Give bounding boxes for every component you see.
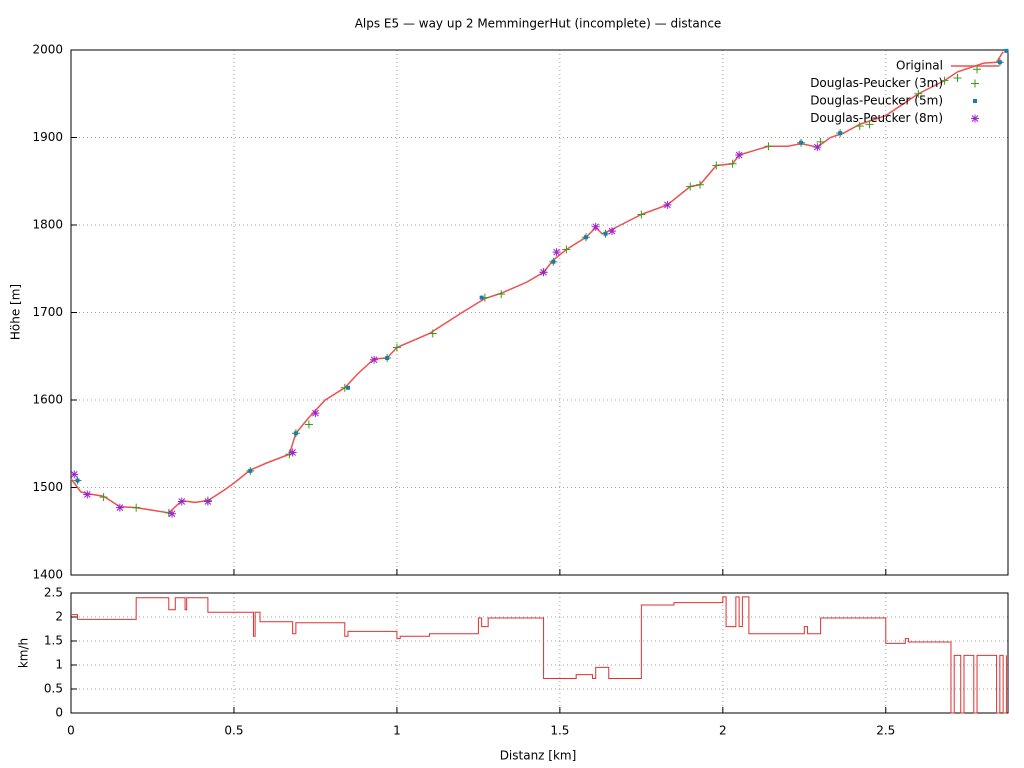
x-tick-label: 0 [67, 724, 75, 738]
marker [583, 235, 588, 240]
marker [562, 245, 571, 254]
marker [735, 151, 744, 159]
marker [392, 343, 401, 352]
marker [865, 120, 874, 129]
marker [203, 497, 212, 506]
marker [997, 60, 1002, 65]
marker [728, 159, 737, 168]
x-tick-label: 1 [393, 724, 401, 738]
x-axis-label: Distanz [km] [500, 749, 577, 763]
marker [603, 231, 608, 236]
marker [177, 497, 186, 506]
marker [973, 65, 982, 74]
marker [311, 409, 320, 418]
marker [696, 180, 705, 189]
marker [539, 268, 548, 277]
legend-label: Original [896, 59, 943, 73]
marker [813, 143, 822, 152]
marker [99, 493, 108, 502]
marker [1004, 48, 1009, 53]
marker [712, 161, 721, 170]
legend-swatch [971, 114, 979, 123]
marker [115, 503, 124, 512]
chart-title: Alps E5 — way up 2 MemmingerHut (incompl… [355, 17, 722, 31]
x-tick-label: 1.5 [550, 724, 569, 738]
marker [248, 468, 253, 473]
marker [479, 295, 484, 300]
marker [75, 478, 80, 483]
marker [838, 131, 843, 136]
marker [304, 420, 313, 429]
speed-line [71, 596, 1007, 714]
marker [914, 89, 923, 98]
y-tick-label: 0 [55, 706, 63, 720]
marker [285, 450, 294, 459]
marker [855, 122, 864, 131]
y-tick-label: 2000 [32, 43, 63, 57]
marker [799, 140, 804, 145]
y-tick-label: 1500 [32, 480, 63, 494]
legend-swatch [973, 99, 977, 103]
marker [637, 210, 646, 219]
marker [686, 182, 695, 191]
y-axis-label: km/h [17, 638, 31, 668]
y-tick-label: 1 [55, 658, 63, 672]
y-tick-label: 1.5 [44, 634, 63, 648]
marker [83, 490, 92, 499]
marker [953, 74, 962, 82]
marker [370, 355, 379, 364]
marker [608, 227, 617, 236]
y-tick-label: 1600 [32, 393, 63, 407]
marker [346, 385, 351, 390]
marker [663, 200, 672, 209]
marker [288, 448, 297, 457]
marker [293, 431, 298, 436]
plot-frame [70, 592, 1009, 714]
y-tick-label: 1900 [32, 130, 63, 144]
series-line [70, 51, 1004, 514]
legend-label: Douglas-Peucker (8m) [810, 111, 943, 125]
marker [168, 509, 177, 518]
x-tick-label: 2 [719, 724, 727, 738]
y-tick-label: 2.5 [44, 586, 63, 600]
marker [497, 290, 506, 299]
y-tick-label: 1400 [32, 568, 63, 582]
y-tick-label: 0.5 [44, 682, 63, 696]
legend-label: Douglas-Peucker (5m) [810, 94, 943, 108]
marker [428, 329, 437, 338]
marker [551, 259, 556, 264]
legend-swatch [971, 79, 979, 88]
marker [132, 503, 141, 512]
marker [552, 248, 561, 257]
marker [940, 76, 949, 85]
plot-frame [70, 49, 1009, 576]
y-tick-label: 2 [55, 610, 63, 624]
y-tick-label: 1700 [32, 305, 63, 319]
marker [385, 356, 390, 360]
marker [591, 222, 600, 231]
marker [70, 470, 79, 479]
y-axis-label: Höhe [m] [9, 284, 23, 340]
legend-label: Douglas-Peucker (3m) [810, 76, 943, 90]
marker [764, 142, 773, 151]
x-tick-label: 0.5 [224, 724, 243, 738]
y-tick-label: 1800 [32, 218, 63, 232]
x-tick-label: 2.5 [876, 724, 895, 738]
